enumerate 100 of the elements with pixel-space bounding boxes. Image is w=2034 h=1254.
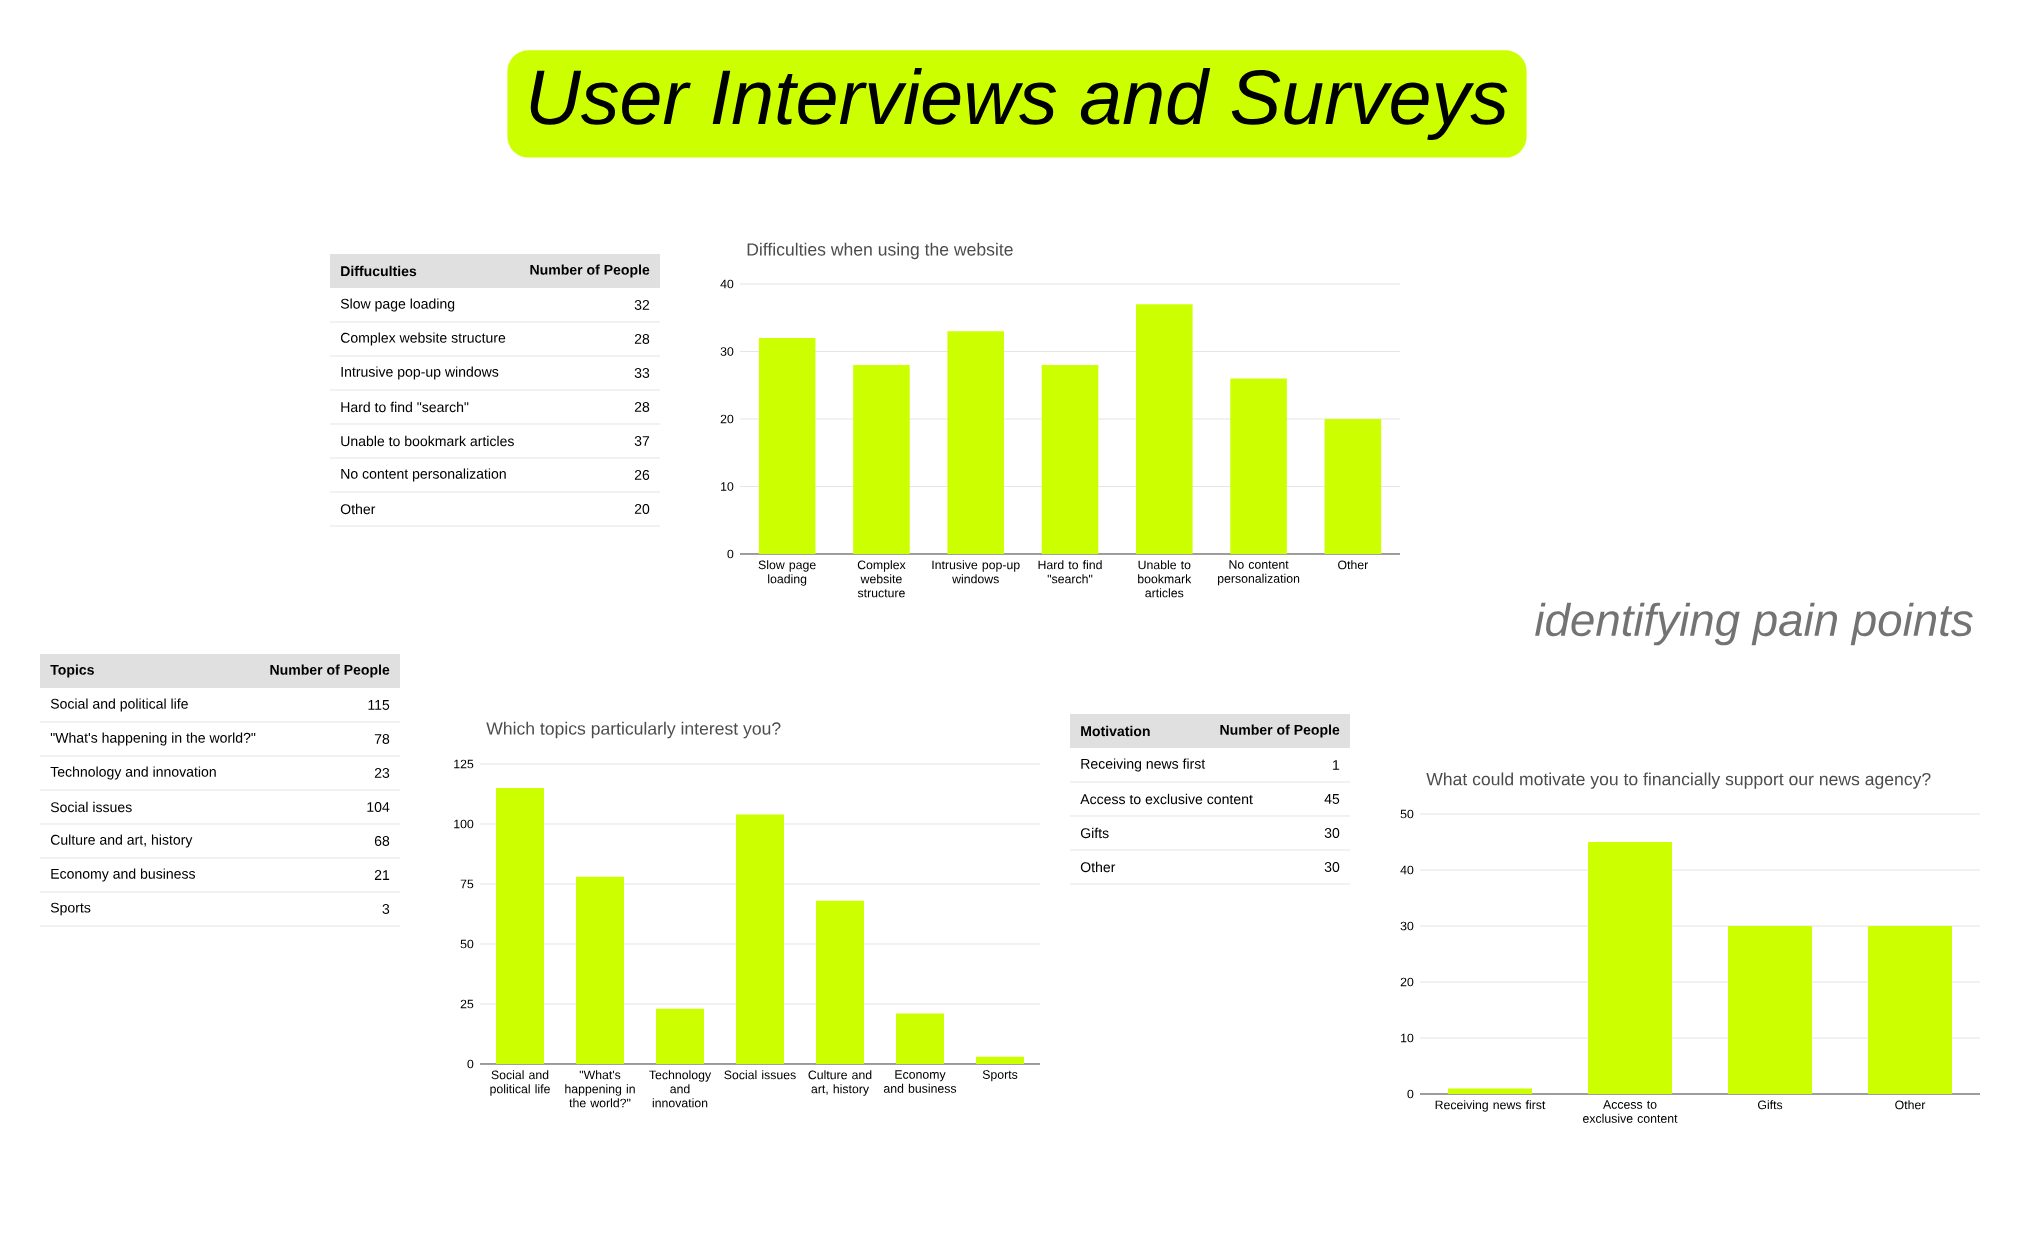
category-label: Gifts bbox=[1080, 827, 1109, 839]
x-tick-label: Intrusive pop-up windows bbox=[932, 560, 1020, 584]
bar bbox=[1230, 378, 1287, 554]
bar bbox=[816, 900, 865, 1064]
category-label: Slow page loading bbox=[340, 298, 455, 312]
category-label: Other bbox=[340, 503, 376, 515]
y-tick-label: 10 bbox=[721, 482, 734, 491]
x-tick-label: "What's happening in the world?" bbox=[565, 1070, 635, 1108]
data-label: 115 bbox=[368, 700, 390, 710]
data-label: 1 bbox=[1333, 760, 1340, 770]
x-tick-label: Other bbox=[1895, 1100, 1926, 1110]
category-label: Hard to find "search" bbox=[341, 401, 469, 413]
y-tick-label: 20 bbox=[1400, 977, 1414, 987]
category-label: Access to exclusive content bbox=[1080, 793, 1253, 805]
bar bbox=[976, 1056, 1024, 1064]
bar bbox=[496, 788, 545, 1064]
x-tick-label: Receiving news first bbox=[1435, 1100, 1546, 1112]
bar bbox=[1136, 304, 1193, 554]
data-label: 68 bbox=[374, 836, 390, 846]
category-label: Complex website structure bbox=[340, 332, 506, 346]
bar bbox=[736, 814, 784, 1064]
bar bbox=[576, 876, 625, 1064]
data-label: 23 bbox=[374, 768, 390, 778]
chart-title: What could motivate you to financially support our news agency? bbox=[1426, 772, 1931, 789]
data-label: 28 bbox=[634, 334, 650, 344]
bar bbox=[853, 364, 910, 554]
bar bbox=[1324, 418, 1382, 554]
data-label: 32 bbox=[634, 300, 650, 310]
y-tick-label: 20 bbox=[720, 414, 734, 424]
text: Number of People bbox=[1220, 724, 1340, 738]
bar bbox=[1041, 364, 1099, 554]
x-tick-label: Economy and business bbox=[883, 1070, 957, 1093]
y-tick-label: 30 bbox=[1400, 921, 1414, 931]
text: Number of People bbox=[530, 264, 650, 278]
y-tick-label: 125 bbox=[454, 759, 474, 769]
category-label: Receiving news first bbox=[1081, 758, 1206, 772]
bar bbox=[947, 331, 1005, 554]
data-label: 21 bbox=[374, 870, 390, 880]
data-label: 26 bbox=[634, 470, 650, 480]
x-tick-label: Complex website structure bbox=[857, 560, 906, 598]
y-tick-label: 30 bbox=[720, 347, 734, 356]
category-label: Technology and innovation bbox=[50, 766, 216, 780]
y-tick-label: 50 bbox=[460, 939, 474, 949]
data-label: 20 bbox=[634, 504, 650, 514]
x-tick-label: Social issues bbox=[724, 1070, 796, 1080]
category-label: No content personalization bbox=[341, 468, 506, 482]
category-label: "What's happening in the world?" bbox=[50, 732, 256, 746]
x-tick-label: Other bbox=[1338, 560, 1369, 570]
y-tick-label: 50 bbox=[1400, 809, 1414, 819]
data-label: 45 bbox=[1324, 794, 1340, 804]
category-label: Intrusive pop-up windows bbox=[341, 366, 499, 380]
y-tick-label: 75 bbox=[460, 879, 474, 889]
y-tick-label: 0 bbox=[1407, 1089, 1414, 1099]
data-label: 30 bbox=[1324, 828, 1340, 838]
bar bbox=[1868, 926, 1953, 1094]
y-tick-label: 10 bbox=[1401, 1033, 1414, 1043]
bar bbox=[1588, 842, 1673, 1094]
category-label: Social issues bbox=[50, 801, 132, 813]
text: Topics bbox=[50, 664, 94, 678]
bar bbox=[896, 1013, 944, 1064]
x-tick-label: Access to exclusive content bbox=[1583, 1100, 1678, 1123]
data-label: 37 bbox=[634, 436, 650, 446]
text: Motivation bbox=[1081, 725, 1150, 737]
category-label: Other bbox=[1080, 861, 1116, 873]
text: Number of People bbox=[270, 664, 390, 678]
y-tick-label: 0 bbox=[467, 1059, 474, 1069]
x-tick-label: Technology and innovation bbox=[649, 1070, 712, 1108]
category-label: Economy and business bbox=[51, 868, 196, 882]
y-tick-label: 40 bbox=[1400, 865, 1414, 875]
bar bbox=[1728, 926, 1813, 1094]
data-label: 28 bbox=[634, 402, 650, 412]
data-label: 33 bbox=[634, 368, 650, 378]
y-tick-label: 25 bbox=[460, 999, 474, 1009]
chart-title: Which topics particularly interest you? bbox=[486, 721, 781, 739]
text: Diffuculties bbox=[341, 265, 417, 277]
y-tick-label: 100 bbox=[454, 819, 474, 829]
category-label: Sports bbox=[50, 902, 91, 916]
x-tick-label: Sports bbox=[982, 1070, 1018, 1082]
y-tick-label: 0 bbox=[727, 549, 734, 559]
category-label: Culture and art, history bbox=[50, 834, 193, 848]
x-tick-label: Social and political life bbox=[490, 1070, 550, 1096]
x-tick-label: Unable to bookmark articles bbox=[1138, 560, 1192, 598]
x-tick-label: Slow page loading bbox=[758, 560, 816, 586]
text: identifying pain points bbox=[1535, 602, 1973, 646]
category-label: Social and political life bbox=[50, 698, 188, 712]
data-label: 104 bbox=[367, 802, 390, 812]
category-label: Unable to bookmark articles bbox=[341, 435, 514, 447]
x-tick-label: No content personalization bbox=[1218, 560, 1300, 586]
bar bbox=[656, 1008, 705, 1064]
bar bbox=[758, 337, 816, 554]
y-tick-label: 40 bbox=[720, 279, 734, 289]
chart-title: Difficulties when using the website bbox=[747, 242, 1013, 260]
bar bbox=[1448, 1088, 1533, 1094]
x-tick-label: Hard to find "search" bbox=[1038, 560, 1102, 584]
data-label: 30 bbox=[1324, 862, 1340, 872]
data-label: 78 bbox=[374, 734, 390, 744]
x-tick-label: Gifts bbox=[1757, 1100, 1783, 1110]
x-tick-label: Culture and art, history bbox=[808, 1070, 872, 1096]
data-label: 3 bbox=[382, 904, 390, 914]
text: User Interviews and Surveys bbox=[530, 67, 1508, 141]
